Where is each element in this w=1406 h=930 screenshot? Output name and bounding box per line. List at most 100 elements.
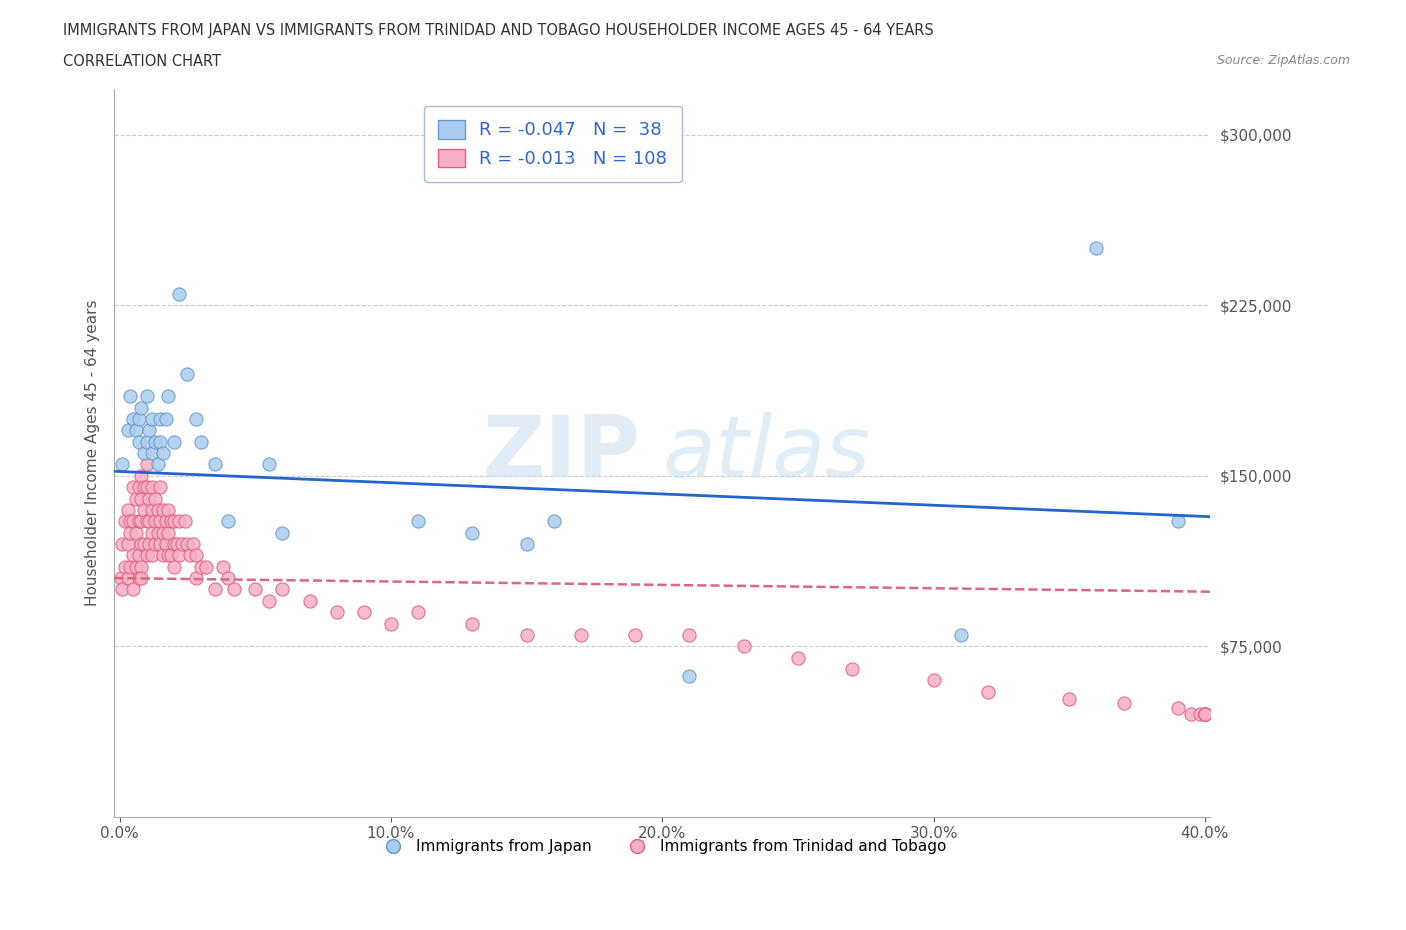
Point <box>135 513 157 528</box>
Point <box>211 559 233 574</box>
Text: Source: ZipAtlas.com: Source: ZipAtlas.com <box>1216 54 1350 67</box>
Point <box>157 548 180 563</box>
Point <box>461 616 484 631</box>
Point <box>184 411 207 426</box>
Point <box>146 457 169 472</box>
Point <box>184 548 207 563</box>
Point <box>141 502 163 517</box>
Point <box>678 669 700 684</box>
Point <box>325 604 347 619</box>
Point <box>141 411 163 426</box>
Point <box>179 548 201 563</box>
Point <box>190 434 212 449</box>
Point <box>157 525 180 540</box>
Point <box>184 571 207 586</box>
Point <box>1194 707 1216 722</box>
Point <box>152 502 174 517</box>
Point <box>217 571 239 586</box>
Point <box>624 628 647 643</box>
Point <box>143 434 166 449</box>
Point <box>141 480 163 495</box>
Point <box>117 423 139 438</box>
Point <box>1194 707 1216 722</box>
Text: IMMIGRANTS FROM JAPAN VS IMMIGRANTS FROM TRINIDAD AND TOBAGO HOUSEHOLDER INCOME : IMMIGRANTS FROM JAPAN VS IMMIGRANTS FROM… <box>63 23 934 38</box>
Point <box>132 537 155 551</box>
Point <box>114 559 136 574</box>
Point <box>131 400 153 415</box>
Point <box>128 480 150 495</box>
Point <box>1188 707 1211 722</box>
Point <box>117 502 139 517</box>
Point <box>176 366 198 381</box>
Point <box>160 548 183 563</box>
Point <box>122 582 145 597</box>
Point <box>141 548 163 563</box>
Point <box>169 548 191 563</box>
Point <box>1167 513 1189 528</box>
Point <box>122 411 145 426</box>
Point <box>111 582 134 597</box>
Point <box>245 582 267 597</box>
Point <box>157 502 180 517</box>
Point <box>149 411 172 426</box>
Point <box>169 513 191 528</box>
Point <box>949 628 972 643</box>
Point <box>1180 707 1202 722</box>
Point <box>138 491 160 506</box>
Point <box>125 525 148 540</box>
Point <box>132 502 155 517</box>
Point <box>204 457 226 472</box>
Point <box>141 525 163 540</box>
Point <box>173 513 195 528</box>
Point <box>678 628 700 643</box>
Point <box>120 389 142 404</box>
Point <box>132 445 155 460</box>
Point <box>406 604 429 619</box>
Point <box>1194 707 1216 722</box>
Point <box>271 525 294 540</box>
Point <box>141 445 163 460</box>
Point <box>131 571 153 586</box>
Point <box>516 628 538 643</box>
Point <box>128 513 150 528</box>
Point <box>135 480 157 495</box>
Point <box>922 673 945 688</box>
Point <box>298 593 321 608</box>
Point <box>143 491 166 506</box>
Point <box>217 513 239 528</box>
Text: ZIP: ZIP <box>482 412 640 495</box>
Point <box>138 513 160 528</box>
Point <box>128 434 150 449</box>
Point <box>152 445 174 460</box>
Point <box>128 411 150 426</box>
Point <box>176 537 198 551</box>
Point <box>170 537 193 551</box>
Point <box>131 469 153 484</box>
Point <box>461 525 484 540</box>
Point <box>406 513 429 528</box>
Point <box>155 537 177 551</box>
Text: atlas: atlas <box>662 412 870 495</box>
Point <box>380 616 402 631</box>
Point <box>131 559 153 574</box>
Point <box>146 525 169 540</box>
Point <box>149 513 172 528</box>
Point <box>166 537 188 551</box>
Point <box>131 513 153 528</box>
Point <box>135 389 157 404</box>
Point <box>787 650 810 665</box>
Point <box>120 513 142 528</box>
Point <box>146 502 169 517</box>
Point <box>155 411 177 426</box>
Point <box>181 537 204 551</box>
Point <box>125 491 148 506</box>
Point <box>1194 707 1216 722</box>
Point <box>149 537 172 551</box>
Point <box>135 457 157 472</box>
Point <box>169 286 191 301</box>
Point <box>1194 707 1216 722</box>
Point <box>977 684 1000 699</box>
Point <box>135 434 157 449</box>
Point <box>111 457 134 472</box>
Point <box>353 604 375 619</box>
